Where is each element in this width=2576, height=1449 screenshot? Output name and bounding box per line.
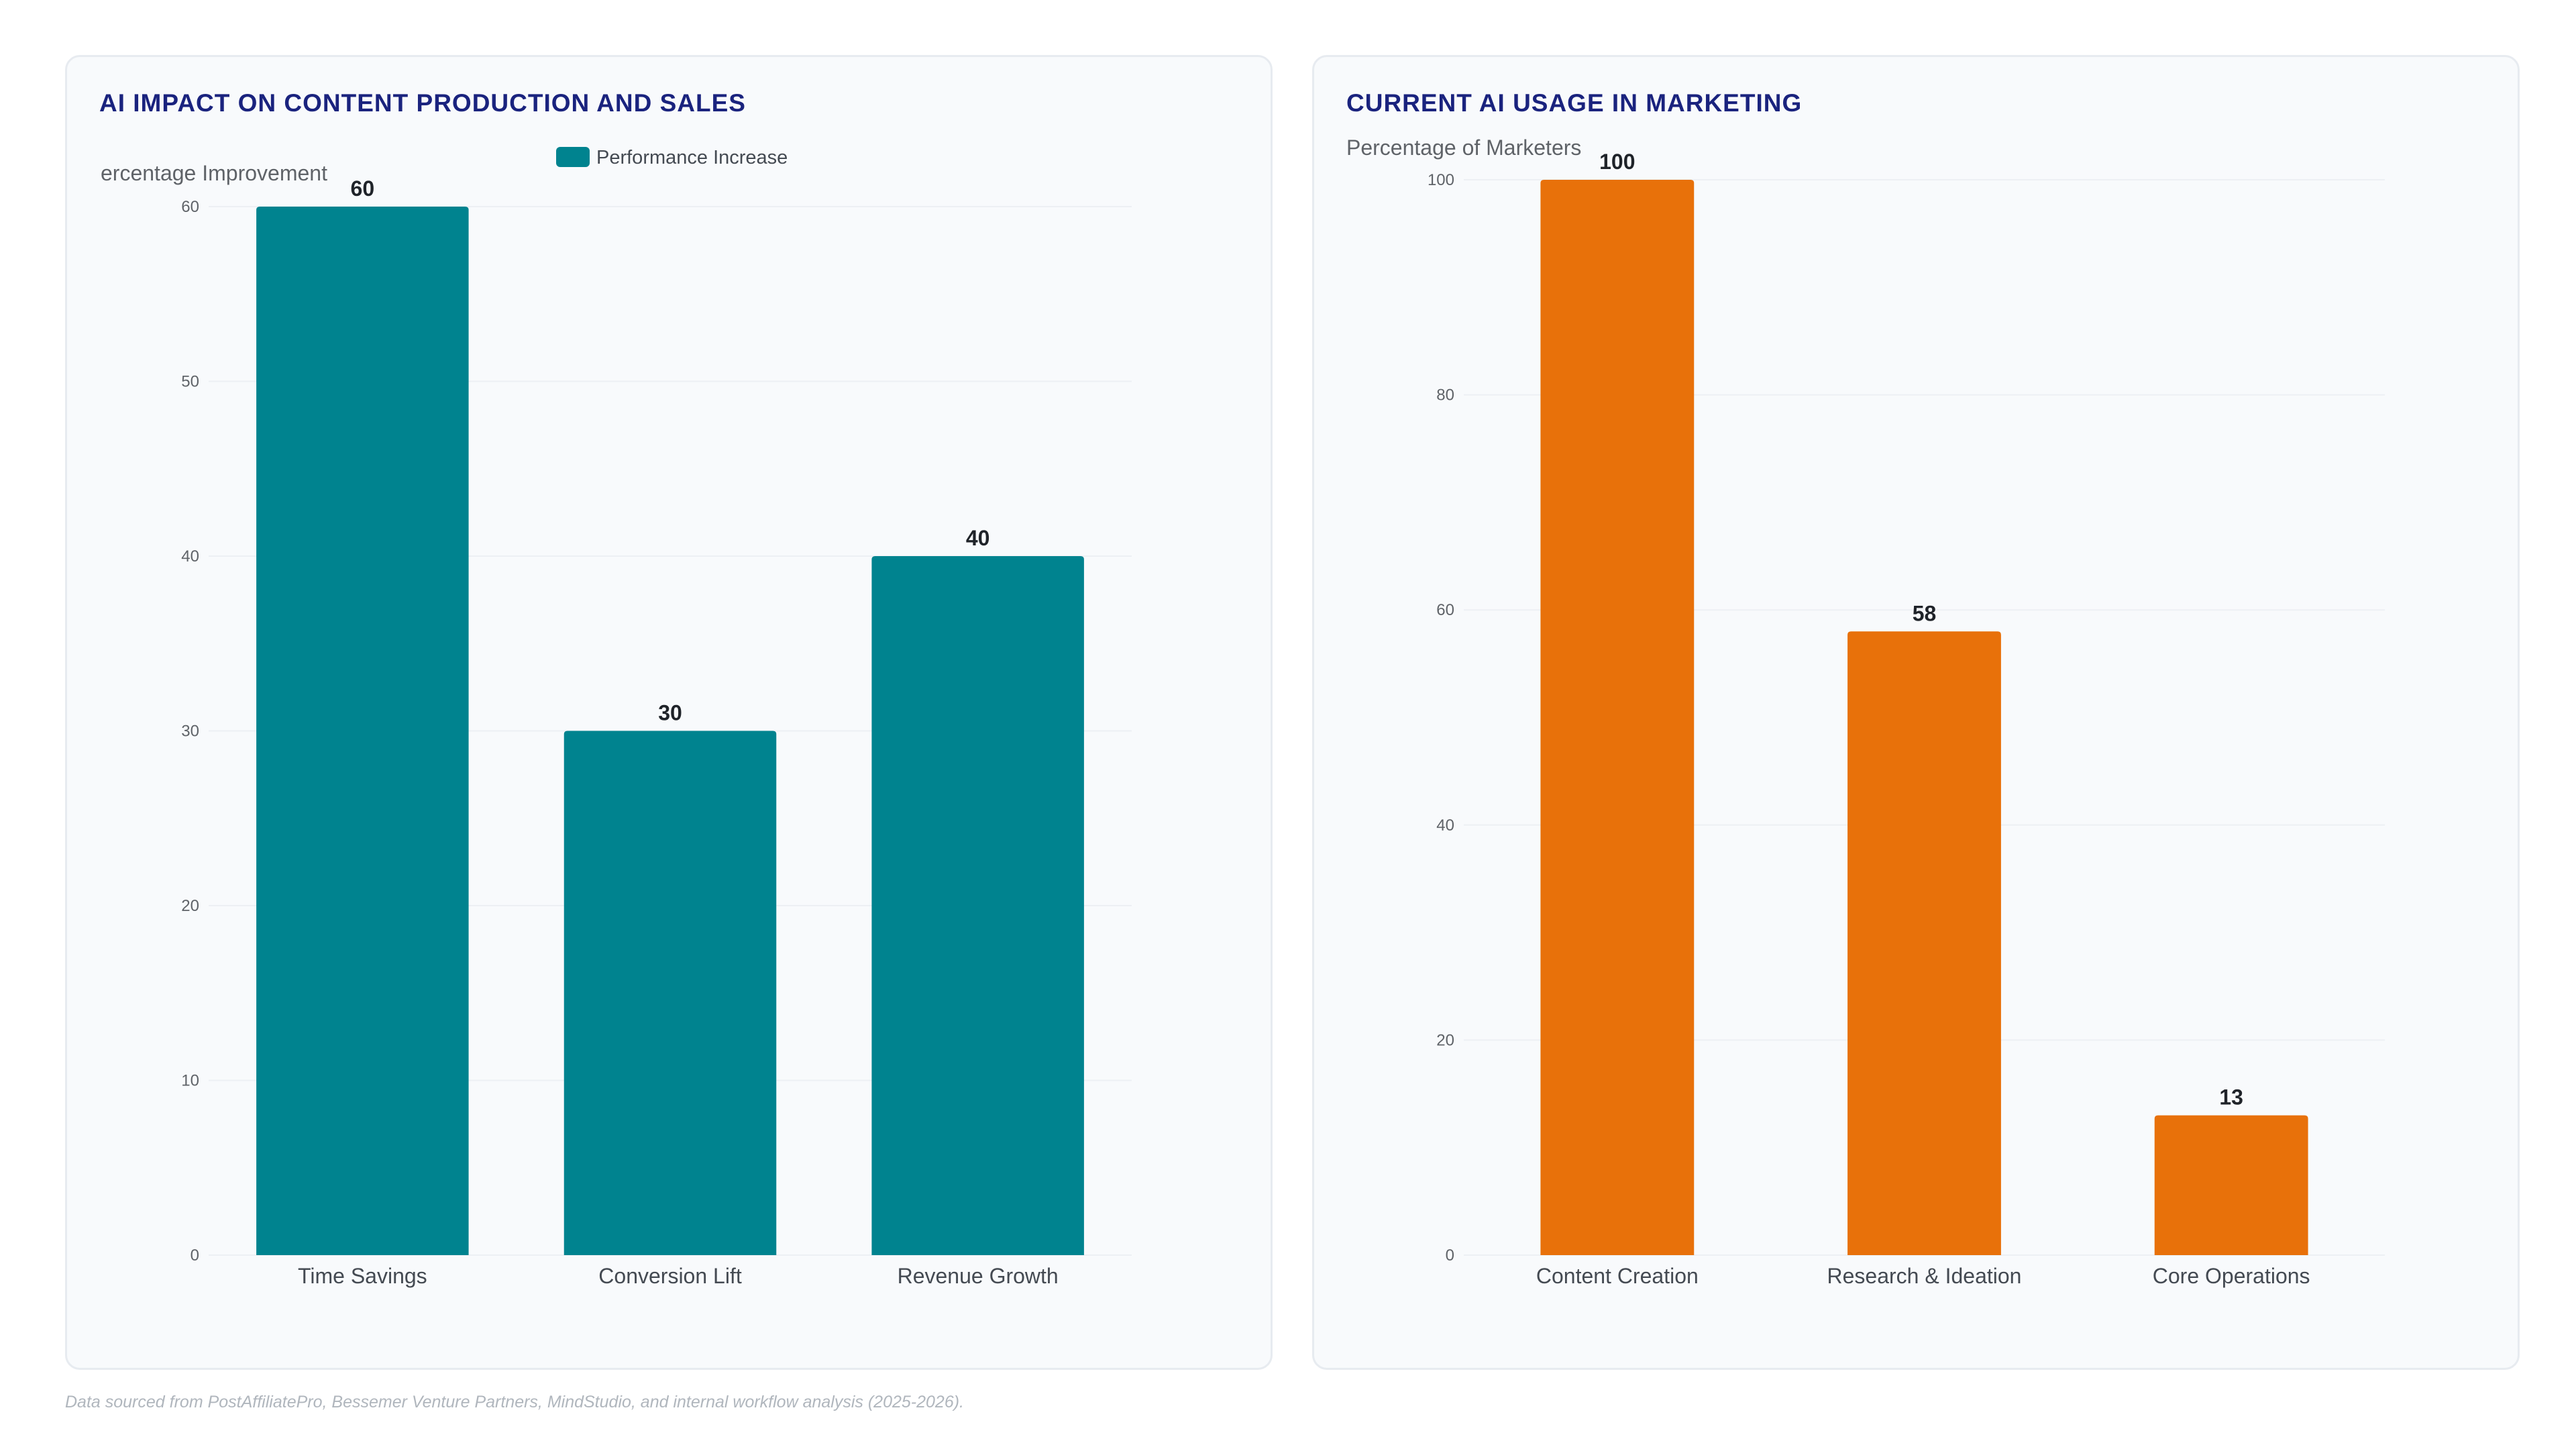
- x-tick-label: Revenue Growth: [898, 1264, 1059, 1288]
- bar-revenue-growth: [871, 556, 1084, 1255]
- data-label: 13: [2219, 1085, 2243, 1110]
- y-tick-label: 0: [191, 1246, 199, 1265]
- data-label: 100: [1599, 150, 1635, 174]
- x-tick-label: Time Savings: [298, 1264, 427, 1288]
- y-tick-label: 40: [181, 547, 199, 566]
- x-tick-label: Conversion Lift: [598, 1264, 742, 1288]
- y-tick-label: 60: [181, 198, 199, 216]
- x-tick-label: Core Operations: [2153, 1264, 2310, 1288]
- x-tick-label: Content Creation: [1536, 1264, 1699, 1288]
- data-label: 30: [658, 701, 682, 725]
- bar-time-savings: [256, 207, 469, 1255]
- x-tick-label: Research & Ideation: [1827, 1264, 2022, 1288]
- bar-core-operations: [2154, 1115, 2308, 1255]
- legend-label: Performance Increase: [596, 147, 788, 168]
- y-tick-label: 50: [181, 373, 199, 391]
- y-axis-label: Percentage of Marketers: [1346, 136, 1581, 160]
- impact-chart-title: AI IMPACT ON CONTENT PRODUCTION AND SALE…: [99, 89, 746, 117]
- y-tick-label: 100: [1428, 171, 1454, 189]
- bar-research-ideation: [1847, 631, 2001, 1255]
- data-label: 58: [1913, 601, 1937, 625]
- usage-chart-card: CURRENT AI USAGE IN MARKETING Percentage…: [1312, 55, 2520, 1370]
- bar-content-creation: [1540, 180, 1695, 1255]
- data-label: 60: [351, 176, 375, 201]
- data-source-footnote: Data sourced from PostAffiliatePro, Bess…: [65, 1393, 964, 1411]
- y-tick-label: 20: [1436, 1031, 1454, 1049]
- y-tick-label: 40: [1436, 816, 1454, 835]
- data-label: 40: [966, 526, 990, 550]
- y-tick-label: 60: [1436, 601, 1454, 619]
- y-axis-label: ercentage Improvement: [101, 161, 327, 185]
- y-tick-label: 80: [1436, 386, 1454, 405]
- impact-bar-chart: ercentage Improvement Performance Increas…: [101, 147, 1132, 1288]
- usage-bar-chart: Percentage of Marketers 0 20 40 60 80 100 100 Co…: [1346, 136, 2385, 1288]
- usage-chart-title: CURRENT AI USAGE IN MARKETING: [1346, 89, 1803, 117]
- legend-swatch: [556, 147, 590, 167]
- y-tick-label: 30: [181, 722, 199, 741]
- impact-chart-card: AI IMPACT ON CONTENT PRODUCTION AND SALE…: [65, 55, 1273, 1370]
- y-tick-label: 10: [181, 1072, 199, 1090]
- bar-conversion-lift: [564, 731, 777, 1255]
- y-tick-label: 0: [1446, 1246, 1454, 1265]
- y-tick-label: 20: [181, 897, 199, 915]
